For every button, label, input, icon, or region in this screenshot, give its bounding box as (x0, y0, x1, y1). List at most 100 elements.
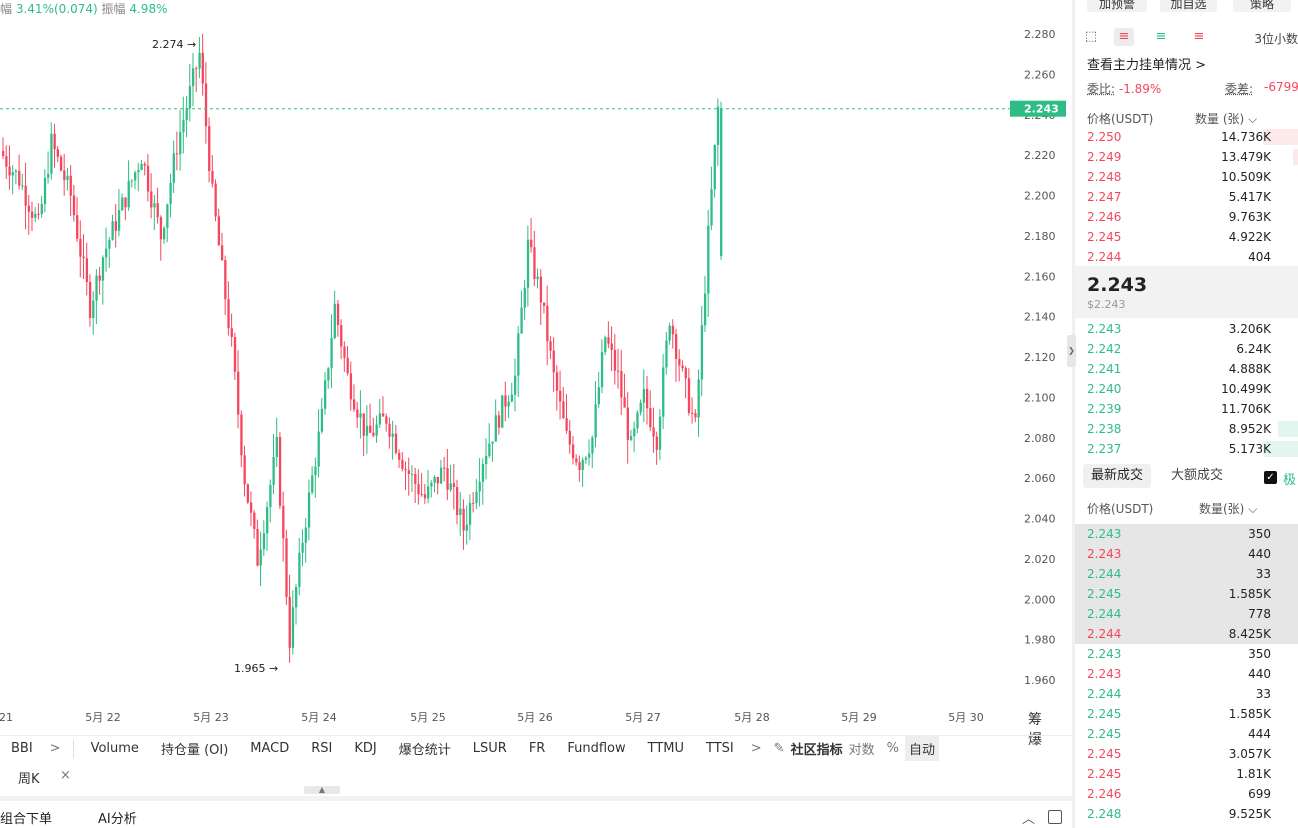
trade-row: 2.245 444 (1075, 724, 1298, 744)
trade-row: 2.248 9.525K (1075, 804, 1298, 824)
ask-row[interactable]: 2.247 5.417K (1075, 187, 1298, 207)
close-icon[interactable]: × (60, 768, 71, 783)
tab-latest-trades[interactable]: 最新成交 (1083, 464, 1152, 488)
candle (414, 473, 417, 485)
ask-row[interactable]: 2.246 9.763K (1075, 207, 1298, 227)
bid-row[interactable]: 2.240 10.499K (1075, 379, 1298, 399)
bid-row[interactable]: 2.238 8.952K (1075, 419, 1298, 439)
trade-price: 2.244 (1087, 627, 1122, 641)
mid-price-block: 2.243 $2.243 (1075, 266, 1298, 318)
candle (352, 399, 356, 410)
qty-header[interactable]: 数量 (张) ⌵ (1195, 112, 1258, 126)
ask-row[interactable]: 2.249 13.479K (1075, 147, 1298, 167)
indicator-tab[interactable]: 持仓量 (OI) (160, 743, 229, 758)
percent-scale-toggle[interactable]: % (886, 741, 899, 756)
indicator-tab[interactable]: KDJ (354, 741, 377, 756)
checkbox-icon[interactable]: ✓ (1264, 471, 1277, 484)
chevron-up-icon[interactable]: ︿ (1022, 812, 1036, 827)
indicator-tab[interactable]: LSUR (472, 741, 507, 756)
candle (720, 108, 723, 257)
community-indicators-button[interactable]: 社区指标 (790, 743, 843, 758)
candle (72, 195, 76, 216)
trade-qty: 778 (1248, 607, 1271, 621)
indicator-tab[interactable]: Fundflow (567, 741, 626, 756)
add-alert-button[interactable]: 加预警 (1087, 0, 1147, 12)
expand-window-icon[interactable] (1048, 810, 1062, 824)
y-tick-label: 1.980 (1024, 634, 1056, 647)
candle (269, 485, 272, 508)
candle (14, 170, 18, 173)
indicator-tab[interactable]: FR (528, 741, 546, 756)
trade-row: 2.245 3.057K (1075, 744, 1298, 764)
depth-link[interactable]: 查看主力挂单情况 > (1087, 58, 1207, 73)
view-both-icon[interactable]: ≡ (1114, 28, 1134, 46)
candle (53, 133, 56, 150)
candlestick-chart[interactable]: 2.2802.2602.2402.2202.2002.1802.1602.140… (0, 0, 1072, 735)
candle (249, 502, 253, 513)
ask-row[interactable]: 2.245 4.922K (1075, 227, 1298, 247)
view-bids-icon[interactable]: ≡ (1155, 29, 1167, 44)
candle (559, 390, 562, 402)
indicator-tab[interactable]: RSI (311, 741, 333, 756)
candle (317, 431, 320, 467)
bid-row[interactable]: 2.243 3.206K (1075, 319, 1298, 339)
candle (636, 412, 639, 429)
log-scale-toggle[interactable]: 对数 (848, 743, 875, 758)
indicator-bbi[interactable]: BBI (11, 741, 33, 756)
orderbook-panel: 加预警 加自选 策略 ⬚ ≡ ≡ ≡ 3位小数 查看主力挂单情况 > 委比: -… (1075, 0, 1298, 828)
candle (130, 180, 134, 182)
trade-row: 2.244 33 (1075, 684, 1298, 704)
candle (694, 413, 697, 418)
bid-price: 2.241 (1087, 362, 1122, 376)
bid-row[interactable]: 2.237 5.173K (1075, 439, 1298, 459)
indicator-tab[interactable]: MACD (250, 741, 290, 756)
chevron-right-icon[interactable]: ❯ (1067, 335, 1076, 367)
trade-price: 2.245 (1087, 747, 1122, 761)
combo-order-tab[interactable]: 组合下单 (0, 812, 53, 827)
indicator-tab[interactable]: TTMU (647, 741, 684, 756)
tab-large-trades[interactable]: 大额成交 (1171, 468, 1224, 483)
candle (47, 173, 50, 178)
bid-row[interactable]: 2.239 11.706K (1075, 399, 1298, 419)
candle (646, 389, 649, 409)
edit-icon[interactable]: ✎ (773, 741, 785, 756)
trade-qty: 8.425K (1228, 627, 1271, 641)
ai-analysis-tab[interactable]: AI分析 (98, 812, 137, 827)
bid-price: 2.237 (1087, 442, 1122, 456)
ask-row[interactable]: 2.250 14.736K (1075, 127, 1298, 147)
axis-corner-tools[interactable]: 筹 爆 (1028, 712, 1048, 748)
bid-row[interactable]: 2.242 6.24K (1075, 339, 1298, 359)
candle (691, 412, 694, 414)
ask-row[interactable]: 2.248 10.509K (1075, 167, 1298, 187)
strategy-button[interactable]: 策略 (1233, 0, 1291, 12)
indicator-tab[interactable]: Volume (90, 741, 139, 756)
indicator-tab[interactable]: TTSI (706, 741, 734, 756)
chevron-right-icon[interactable]: > (49, 741, 61, 756)
candle (533, 247, 536, 280)
popout-icon[interactable]: ⬚ (1084, 29, 1098, 44)
candle (404, 469, 407, 471)
candle (468, 502, 472, 525)
auto-scale-toggle[interactable]: 自动 (904, 736, 939, 761)
candle (298, 552, 301, 588)
indicator-tab[interactable]: 爆仓统计 (398, 743, 451, 758)
kline-chart-panel[interactable]: 幅 3.41%(0.074) 振幅 4.98% 2.2802.2602.2402… (0, 0, 1072, 748)
decimals-select[interactable]: 3位小数 (1254, 32, 1298, 46)
diff-label: 委差: (1225, 82, 1254, 96)
candle (92, 300, 95, 319)
add-watchlist-button[interactable]: 加自选 (1160, 0, 1217, 12)
candle (588, 453, 591, 458)
candle (98, 275, 101, 281)
collapse-up-icon[interactable]: ▲ (304, 786, 340, 794)
candle (63, 170, 66, 181)
bid-price: 2.240 (1087, 382, 1122, 396)
ask-row[interactable]: 2.244 404 (1075, 247, 1298, 267)
candle (391, 433, 394, 437)
candle (311, 475, 314, 493)
bid-row[interactable]: 2.241 4.888K (1075, 359, 1298, 379)
view-asks-icon[interactable]: ≡ (1193, 29, 1205, 44)
chevron-right-icon[interactable]: > (750, 741, 762, 756)
trades-qty-header[interactable]: 数量(张) ⌵ (1199, 502, 1258, 516)
period-label[interactable]: 周K (18, 772, 40, 787)
bid-qty: 4.888K (1228, 362, 1271, 376)
